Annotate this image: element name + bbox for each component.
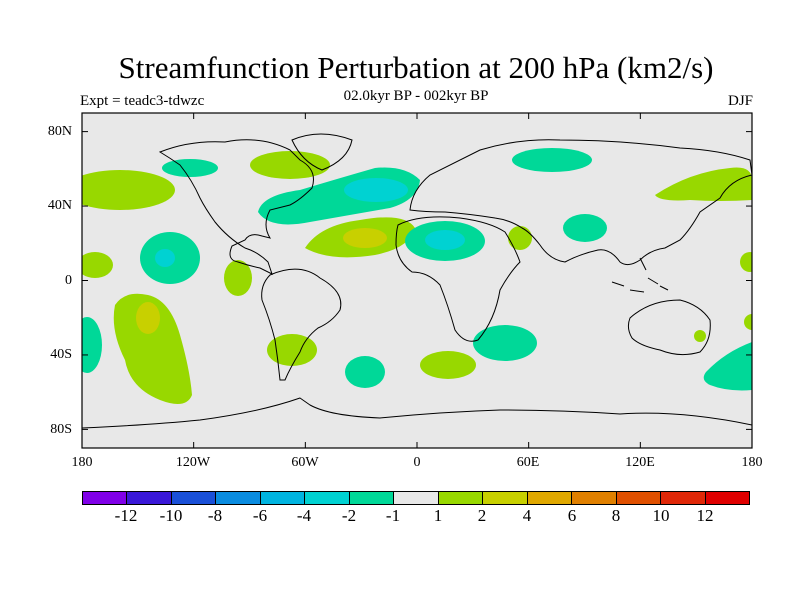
colorbar-swatch	[83, 492, 128, 504]
colorbar-label: 2	[477, 506, 487, 525]
coastline-antarctica	[82, 397, 752, 429]
anomaly-region	[655, 167, 752, 201]
colorbar-label: -4	[296, 506, 312, 525]
colorbar-label: 8	[611, 506, 621, 525]
tick-marks	[81, 113, 753, 448]
colorbar-label: -8	[207, 506, 223, 525]
colorbar-swatch	[127, 492, 172, 504]
anomaly-region	[82, 170, 175, 210]
colorbar	[82, 491, 750, 505]
chart-subtitle: 02.0kyr BP - 002kyr BP	[343, 88, 489, 104]
anomaly-region	[425, 230, 465, 250]
season-label: DJF	[727, 93, 753, 109]
coastline-eurasia	[409, 139, 752, 266]
anomaly-region	[82, 317, 102, 373]
colorbar-label: 4	[522, 506, 532, 525]
coastline-greenland	[291, 133, 353, 171]
anomaly-region	[136, 302, 160, 334]
anomaly-region	[703, 342, 752, 391]
x-tick-label: 180	[741, 455, 763, 470]
anomaly-region	[113, 293, 192, 404]
colorbar-swatch	[216, 492, 261, 504]
colorbar-label: -12	[114, 506, 138, 525]
colorbar-label: -10	[159, 506, 183, 525]
anomaly-region	[512, 148, 592, 172]
anomaly-region	[508, 226, 532, 250]
y-tick-label: 0	[65, 273, 72, 288]
experiment-label: Expt = teadc3-tdwzc	[80, 93, 205, 109]
anomaly-region	[345, 356, 385, 388]
coastline-africa	[395, 216, 521, 342]
y-tick-label: 40S	[50, 347, 72, 362]
colorbar-label: -1	[385, 506, 401, 525]
y-tick-label: 40N	[47, 198, 72, 213]
colorbar-swatch	[171, 492, 217, 504]
coastlines	[82, 133, 752, 429]
x-tick-label: 120E	[625, 455, 655, 470]
x-tick-label: 120W	[175, 455, 211, 470]
colorbar-swatch	[527, 492, 573, 504]
colorbar-swatch	[661, 492, 706, 504]
x-tick-label: 180	[71, 455, 93, 470]
coastline-australia	[627, 299, 711, 356]
colorbar-swatch	[305, 492, 350, 504]
anomaly-region	[740, 252, 752, 272]
x-tick-label: 60W	[291, 455, 319, 470]
x-tick-label: 60E	[516, 455, 540, 470]
x-tick-label: 0	[413, 455, 421, 470]
colorbar-label: -6	[252, 506, 268, 525]
coastline-south-america	[261, 268, 342, 381]
anomaly-region	[694, 330, 706, 342]
coastline-north-america	[158, 139, 314, 275]
anomaly-field	[82, 148, 752, 404]
anomaly-region	[744, 314, 752, 330]
anomaly-region	[420, 351, 476, 379]
colorbar-label: -2	[341, 506, 357, 525]
colorbar-label: 6	[567, 506, 577, 525]
anomaly-region	[224, 260, 252, 296]
colorbar-swatch	[349, 492, 395, 504]
colorbar-swatch	[438, 492, 484, 504]
colorbar-label: 12	[696, 506, 714, 525]
colorbar-swatch	[483, 492, 528, 504]
anomaly-region	[563, 214, 607, 242]
chart-title: Streamfunction Perturbation at 200 hPa (…	[118, 50, 714, 85]
colorbar-swatch	[616, 492, 662, 504]
anomaly-region	[82, 252, 113, 278]
y-tick-label: 80S	[50, 422, 72, 437]
anomaly-region	[250, 151, 330, 179]
anomaly-region	[344, 178, 408, 202]
anomaly-region	[343, 228, 387, 248]
colorbar-label: 1	[433, 506, 443, 525]
anomaly-region	[473, 325, 537, 361]
coastline-indonesia	[611, 257, 669, 293]
colorbar-swatch	[260, 492, 306, 504]
anomaly-region	[155, 249, 175, 267]
colorbar-label: 10	[652, 506, 670, 525]
y-tick-label: 80N	[47, 124, 72, 139]
colorbar-swatch	[705, 492, 750, 504]
colorbar-swatch	[394, 492, 439, 504]
colorbar-swatch	[572, 492, 617, 504]
anomaly-region	[162, 159, 218, 177]
